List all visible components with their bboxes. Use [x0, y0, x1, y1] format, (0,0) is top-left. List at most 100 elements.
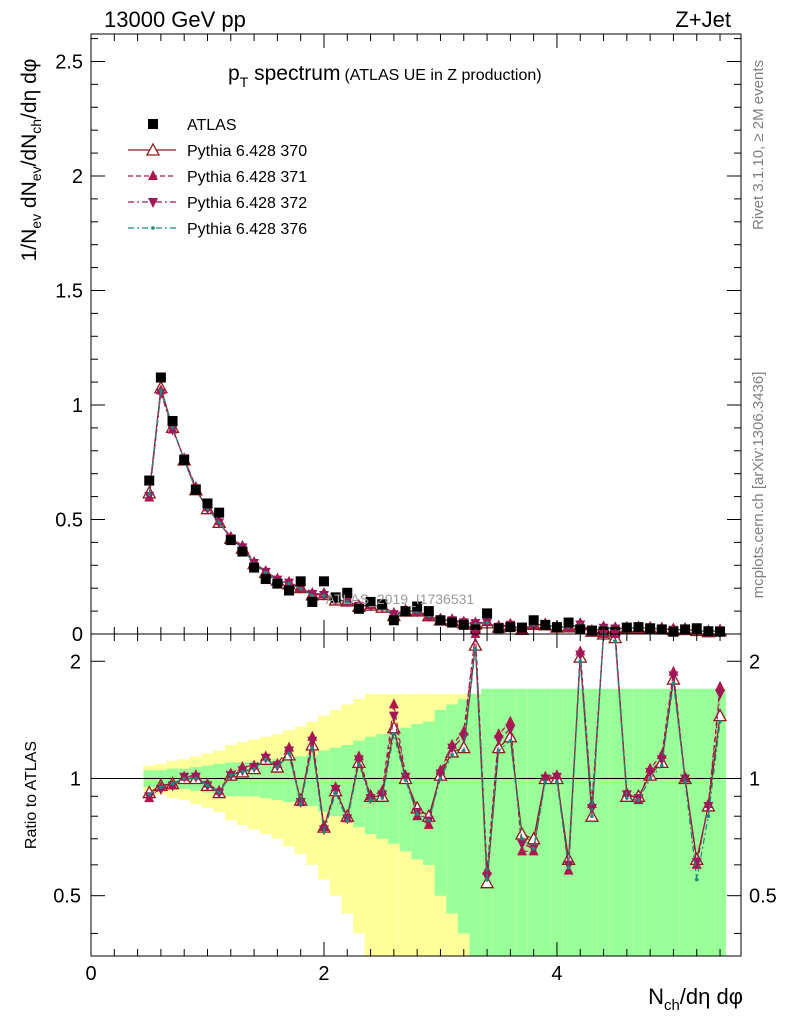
- ratio-ytick-label-left: 2: [70, 651, 81, 673]
- ratio-point: [380, 796, 385, 800]
- ratio-point: [240, 770, 245, 774]
- ratio-point: [715, 689, 726, 700]
- atlas-point: [493, 623, 504, 634]
- atlas-point: [190, 484, 201, 495]
- ratio-point: [526, 831, 541, 845]
- main-ytick-label: 0: [72, 624, 83, 646]
- main-point: [159, 388, 163, 393]
- ratio-band-inner: [481, 688, 493, 956]
- ratio-ytick-label-right: 2: [749, 651, 760, 673]
- ratio-point: [330, 784, 341, 795]
- ratio-point: [610, 630, 621, 640]
- ratio-point: [400, 772, 411, 783]
- ratio-band-inner: [539, 688, 552, 956]
- atlas-point: [458, 619, 469, 630]
- ratio-point: [392, 732, 396, 736]
- main-point: [322, 593, 326, 598]
- ratio-band-inner: [353, 740, 365, 828]
- ratio-point: [147, 792, 152, 797]
- ratio-point: [718, 719, 722, 724]
- ratio-point: [287, 751, 291, 756]
- legend-label: Pythia 6.428 372: [187, 195, 307, 212]
- main-point: [170, 425, 175, 430]
- ratio-point: [551, 772, 562, 783]
- ratio-band-inner: [341, 744, 354, 821]
- main-point: [345, 600, 350, 604]
- ratio-band-inner: [283, 757, 295, 803]
- main-point: [263, 570, 268, 575]
- ratio-point: [470, 630, 481, 640]
- ratio-point: [144, 792, 155, 803]
- ratio-point: [590, 814, 594, 819]
- atlas-point: [295, 576, 306, 587]
- atlas-point: [540, 619, 551, 630]
- atlas-point: [318, 576, 329, 587]
- ratio-point: [377, 790, 388, 801]
- ratio-band-inner: [213, 763, 225, 795]
- ratio-point: [435, 769, 446, 780]
- ratio-band-inner: [690, 688, 703, 956]
- ratio-point: [671, 681, 676, 685]
- ratio-point: [310, 745, 315, 750]
- ratio-band-inner: [632, 688, 645, 956]
- ratio-frame: [90, 633, 742, 957]
- ratio-band-inner: [469, 693, 482, 956]
- ratio-point: [505, 724, 516, 735]
- atlas-point: [237, 546, 248, 557]
- atlas-point: [284, 585, 295, 596]
- atlas-point: [202, 498, 213, 509]
- atlas-point: [482, 608, 493, 619]
- ratio-point: [388, 698, 399, 709]
- ratio-point: [485, 877, 489, 882]
- atlas-point: [307, 596, 318, 607]
- svg-text:pT spectrum(ATLAS UE in Z prod: pT spectrum (ATLAS UE in Z production): [228, 62, 542, 90]
- ratio-ytick-label-left: 1: [70, 768, 81, 790]
- atlas-point: [423, 606, 434, 617]
- plot-title: pT spectrum (ATLAS UE in Z production): [228, 62, 542, 90]
- atlas-point: [563, 617, 574, 628]
- ratio-point: [170, 781, 175, 786]
- ratio-band-inner: [422, 721, 435, 865]
- ratio-point: [517, 845, 528, 856]
- ratio-point: [284, 746, 295, 757]
- atlas-point: [586, 625, 597, 636]
- ratio-point: [656, 755, 667, 766]
- ratio-point: [694, 877, 699, 882]
- ratio-band-inner: [446, 704, 458, 914]
- ratio-point: [322, 829, 326, 834]
- ratio-point: [415, 812, 419, 816]
- ratio-band-inner: [318, 750, 330, 813]
- main-ytick-label: 2: [72, 166, 83, 188]
- ratio-band-inner: [248, 762, 260, 797]
- ratio-point: [613, 639, 617, 644]
- atlas-point: [365, 596, 376, 607]
- ratio-band-inner: [399, 727, 412, 852]
- ratio-band-inner: [411, 724, 423, 860]
- ratio-point: [520, 836, 524, 841]
- ratio-point: [493, 735, 504, 746]
- ratio-ytick-label-left: 0.5: [53, 886, 81, 908]
- ratio-band-inner: [271, 759, 284, 801]
- ratio-band-inner: [364, 736, 377, 835]
- ratio-band-inner: [655, 688, 668, 956]
- atlas-point: [260, 574, 271, 585]
- atlas-point: [400, 606, 411, 617]
- atlas-point: [225, 535, 236, 546]
- main-point: [144, 491, 155, 502]
- ratio-band-inner: [586, 688, 598, 956]
- legend-label: Pythia 6.428 376: [187, 221, 307, 238]
- legend: ATLAS Pythia 6.428 370 Pythia 6.428 371 Pyt…: [128, 117, 307, 238]
- ratio-band-inner: [574, 688, 587, 956]
- xlabel: Nch/dη dφ: [648, 984, 743, 1014]
- ratio-ylabel: Ratio to ATLAS: [23, 741, 40, 849]
- ratio-panel-content: [91, 626, 741, 889]
- header-right: Z+Jet: [675, 7, 731, 32]
- ratio-point: [307, 736, 318, 747]
- atlas-point: [447, 617, 458, 628]
- legend-atlas-marker: [148, 119, 158, 129]
- atlas-point: [412, 601, 423, 612]
- ratio-point: [517, 839, 528, 850]
- main-ytick-label: 1.5: [55, 280, 83, 302]
- main-point: [485, 620, 489, 625]
